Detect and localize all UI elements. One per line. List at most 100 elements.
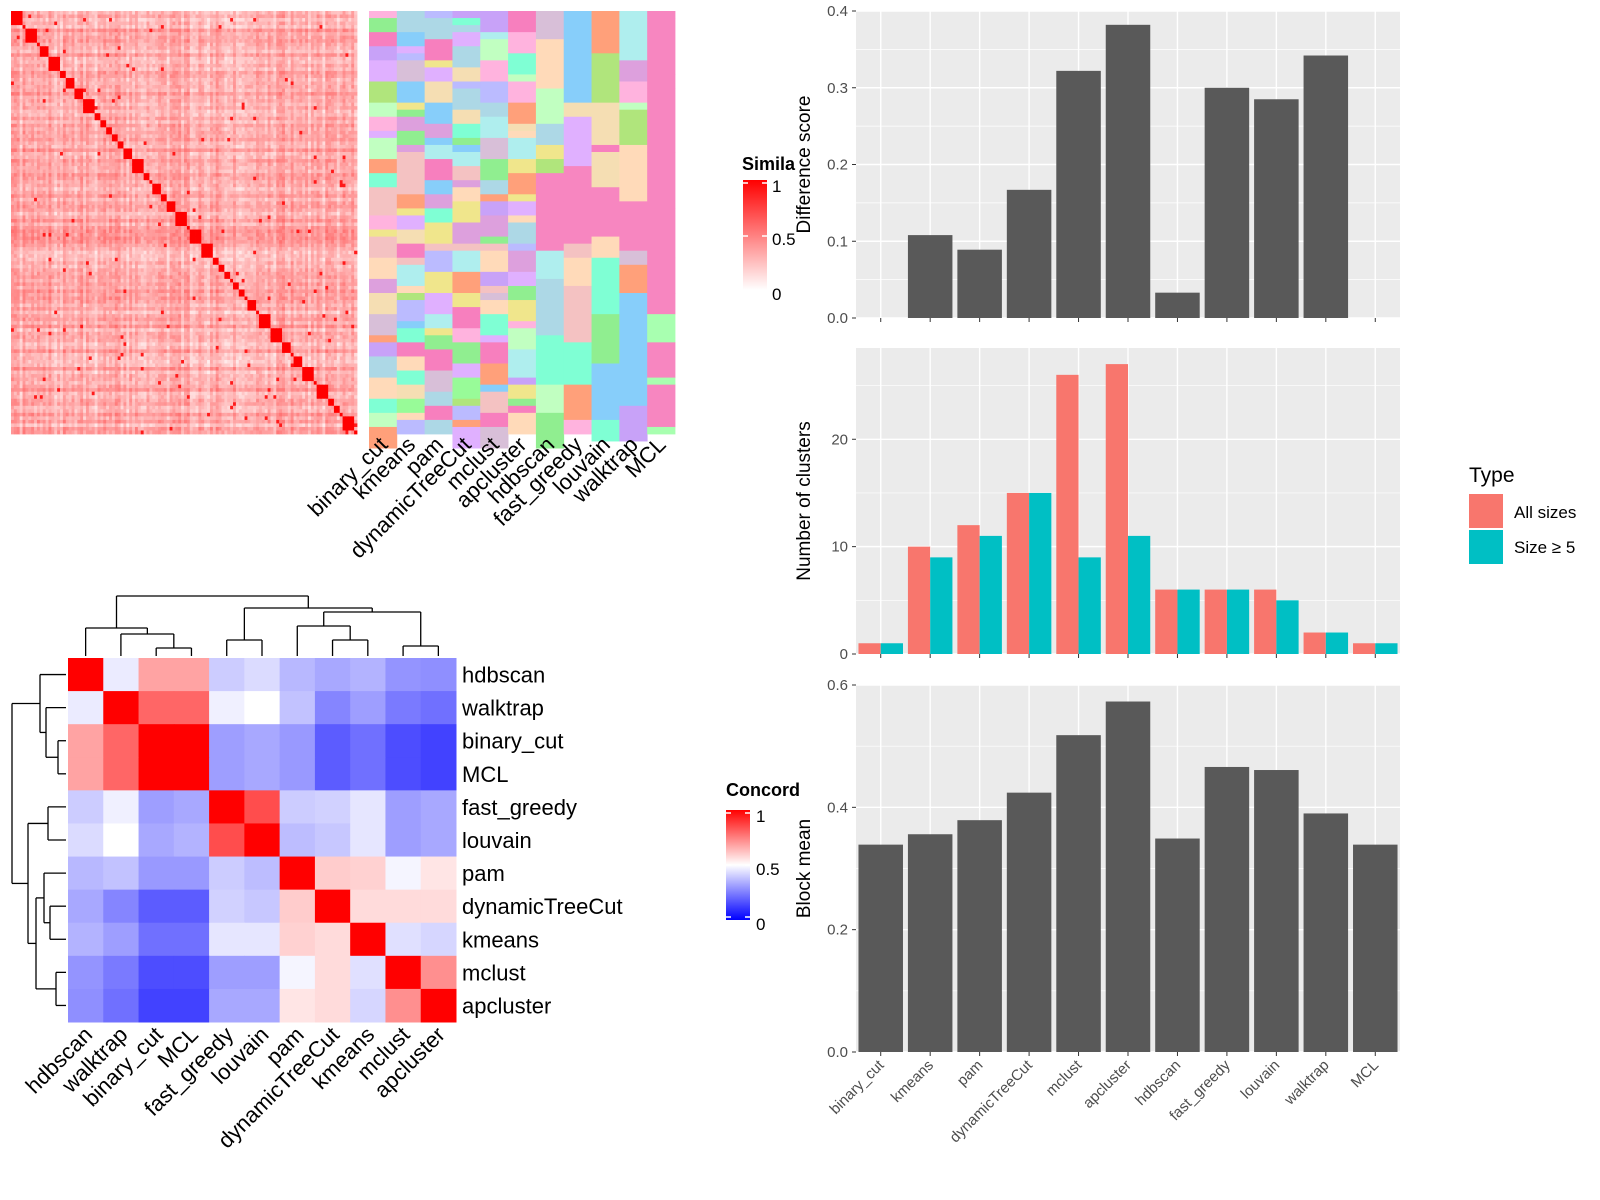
similarity-cell <box>28 123 32 128</box>
similarity-cell <box>137 137 142 142</box>
similarity-cell <box>307 56 312 61</box>
similarity-cell <box>137 32 142 37</box>
similarity-cell <box>328 95 332 100</box>
similarity-cell <box>201 53 205 58</box>
similarity-cell <box>212 56 217 61</box>
similarity-cell <box>233 77 237 82</box>
similarity-cell <box>42 67 46 72</box>
similarity-cell <box>100 123 104 128</box>
similarity-cell <box>77 11 81 15</box>
similarity-cell <box>129 92 133 96</box>
similarity-cell <box>253 137 257 142</box>
similarity-cell <box>100 25 104 30</box>
similarity-cell <box>325 102 329 107</box>
similarity-cell <box>62 116 67 121</box>
similarity-cell <box>307 49 312 54</box>
similarity-cell <box>235 81 240 86</box>
similarity-cell <box>322 25 326 30</box>
similarity-cell <box>287 67 292 72</box>
similarity-cell <box>83 74 87 79</box>
similarity-cell <box>100 53 104 58</box>
similarity-cell <box>19 21 23 26</box>
similarity-cell <box>111 28 116 33</box>
similarity-cell <box>256 123 260 128</box>
similarity-cell <box>54 127 58 132</box>
similarity-cell <box>175 28 179 33</box>
similarity-cell <box>132 152 136 156</box>
similarity-cell <box>201 25 205 30</box>
similarity-cell <box>143 46 147 51</box>
similarity-cell <box>25 148 29 153</box>
similarity-cell <box>215 102 219 107</box>
similarity-cell <box>71 67 75 72</box>
similarity-cell <box>204 28 208 33</box>
similarity-cell <box>36 46 41 51</box>
similarity-cell <box>261 92 266 96</box>
similarity-cell <box>207 70 211 75</box>
similarity-cell <box>244 46 248 51</box>
similarity-cell <box>328 67 332 72</box>
similarity-cell <box>244 81 248 86</box>
similarity-cell <box>54 14 58 19</box>
similarity-cell <box>256 35 260 40</box>
similarity-cell <box>310 11 315 15</box>
similarity-cell <box>25 130 29 135</box>
similarity-cell <box>204 60 208 65</box>
similarity-cell <box>307 120 312 125</box>
similarity-cell <box>322 56 326 61</box>
similarity-cell <box>192 148 196 153</box>
similarity-cell <box>192 127 196 132</box>
similarity-cell <box>273 28 277 33</box>
similarity-cell <box>227 141 231 146</box>
similarity-cell <box>117 49 121 54</box>
similarity-cell <box>175 77 179 82</box>
similarity-cell <box>238 148 243 153</box>
similarity-cell <box>172 92 176 96</box>
similarity-cell <box>238 42 243 47</box>
similarity-cell <box>109 127 113 132</box>
similarity-cell <box>256 11 260 15</box>
similarity-cell <box>71 123 75 128</box>
similarity-cell <box>126 88 130 93</box>
similarity-cell <box>302 92 306 96</box>
similarity-cell <box>250 130 254 135</box>
similarity-cell <box>235 21 240 26</box>
similarity-cell <box>60 18 64 22</box>
similarity-cell <box>233 56 237 61</box>
similarity-cell <box>230 81 234 86</box>
similarity-cell <box>238 63 243 68</box>
similarity-cell <box>287 39 292 44</box>
similarity-cell <box>85 85 90 89</box>
similarity-cell <box>91 113 96 118</box>
similarity-cell <box>296 56 300 61</box>
similarity-cell <box>348 116 352 121</box>
similarity-cell <box>114 88 119 93</box>
similarity-cell <box>233 11 237 15</box>
similarity-cell <box>238 137 243 142</box>
similarity-cell <box>345 113 349 118</box>
similarity-cell <box>322 134 326 139</box>
similarity-cell <box>65 134 70 139</box>
similarity-cell <box>22 92 26 96</box>
similarity-cell <box>160 144 165 149</box>
similarity-cell <box>111 99 116 104</box>
similarity-cell <box>62 21 67 26</box>
similarity-cell <box>209 102 214 107</box>
similarity-cell <box>267 28 271 33</box>
similarity-cell <box>348 28 352 33</box>
similarity-cell <box>36 137 41 142</box>
similarity-cell <box>287 56 292 61</box>
similarity-cell <box>339 113 343 118</box>
similarity-cell <box>68 137 72 142</box>
similarity-cell <box>140 95 145 100</box>
similarity-cell <box>114 67 119 72</box>
similarity-cell <box>348 56 352 61</box>
similarity-cell <box>143 102 147 107</box>
similarity-cell <box>333 88 338 93</box>
similarity-cell <box>22 85 26 89</box>
similarity-cell <box>48 123 52 128</box>
similarity-cell <box>207 42 211 47</box>
similarity-cell <box>276 11 280 15</box>
similarity-cell <box>198 144 202 149</box>
similarity-cell <box>158 60 162 65</box>
